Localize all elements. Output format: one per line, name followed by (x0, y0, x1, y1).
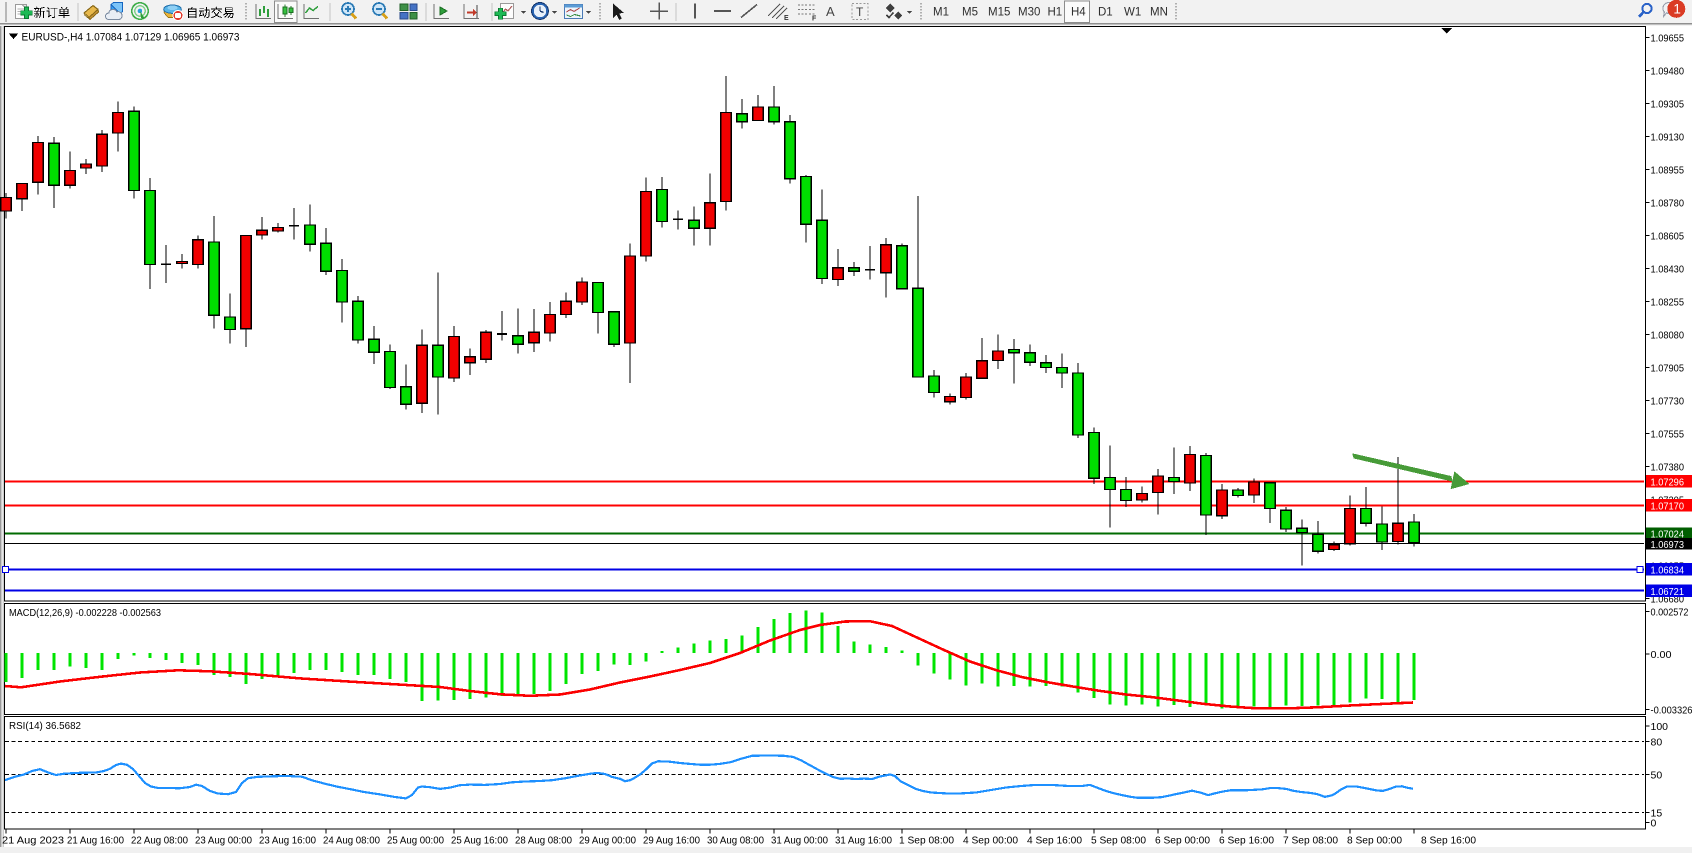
svg-text:1 Sep 08:00: 1 Sep 08:00 (899, 835, 954, 847)
svg-text:1.07730: 1.07730 (1651, 395, 1685, 407)
svg-text:1.09655: 1.09655 (1651, 32, 1685, 44)
svg-text:1.08255: 1.08255 (1651, 296, 1685, 308)
svg-text:EURUSD-,H4 1.07084 1.07129 1.: EURUSD-,H4 1.07084 1.07129 1.06965 1.069… (22, 31, 240, 43)
svg-text:1.07905: 1.07905 (1651, 362, 1685, 374)
svg-text:M15: M15 (988, 7, 1010, 19)
svg-text:4 Sep 00:00: 4 Sep 00:00 (963, 835, 1018, 847)
svg-text:M5: M5 (962, 7, 978, 19)
svg-text:25 Aug 00:00: 25 Aug 00:00 (387, 835, 444, 847)
svg-text:1.07024: 1.07024 (1651, 529, 1685, 541)
svg-text:25 Aug 16:00: 25 Aug 16:00 (451, 835, 508, 847)
svg-text:1.08430: 1.08430 (1651, 263, 1685, 275)
svg-text:1.08955: 1.08955 (1651, 164, 1685, 176)
svg-text:0.00: 0.00 (1651, 649, 1672, 661)
svg-text:H4: H4 (1071, 7, 1086, 19)
svg-text:D1: D1 (1098, 7, 1113, 19)
svg-text:8 Sep 00:00: 8 Sep 00:00 (1347, 835, 1402, 847)
svg-text:4 Sep 16:00: 4 Sep 16:00 (1027, 835, 1082, 847)
svg-text:28 Aug 08:00: 28 Aug 08:00 (515, 835, 572, 847)
svg-text:29 Aug 16:00: 29 Aug 16:00 (643, 835, 700, 847)
svg-text:1.08080: 1.08080 (1651, 329, 1685, 341)
svg-text:30 Aug 08:00: 30 Aug 08:00 (707, 835, 764, 847)
svg-text:F: F (812, 16, 817, 23)
svg-text:E: E (784, 15, 789, 22)
svg-text:31 Aug 16:00: 31 Aug 16:00 (835, 835, 892, 847)
svg-text:0.002572: 0.002572 (1651, 606, 1689, 618)
svg-text:-0.003326: -0.003326 (1651, 705, 1692, 717)
svg-text:22 Aug 08:00: 22 Aug 08:00 (131, 835, 188, 847)
svg-text:80: 80 (1651, 737, 1663, 749)
svg-text:0: 0 (1651, 818, 1657, 830)
svg-text:RSI(14) 36.5682: RSI(14) 36.5682 (9, 720, 81, 732)
svg-text:7 Sep 08:00: 7 Sep 08:00 (1283, 835, 1338, 847)
svg-text:31 Aug 00:00: 31 Aug 00:00 (771, 835, 828, 847)
svg-text:21 Aug 16:00: 21 Aug 16:00 (67, 835, 124, 847)
svg-text:1.07380: 1.07380 (1651, 461, 1685, 473)
svg-text:T: T (856, 5, 864, 19)
svg-text:1.09305: 1.09305 (1651, 98, 1685, 110)
svg-text:1: 1 (1673, 1, 1681, 16)
svg-text:1.08605: 1.08605 (1651, 230, 1685, 242)
svg-text:29 Aug 00:00: 29 Aug 00:00 (579, 835, 636, 847)
svg-text:100: 100 (1651, 721, 1669, 733)
svg-text:23 Aug 00:00: 23 Aug 00:00 (195, 835, 252, 847)
svg-text:W1: W1 (1124, 7, 1141, 19)
svg-text:M30: M30 (1018, 7, 1040, 19)
svg-text:1.07555: 1.07555 (1651, 428, 1685, 440)
svg-text:A: A (826, 4, 835, 19)
svg-text:50: 50 (1651, 769, 1663, 781)
svg-text:1.08780: 1.08780 (1651, 197, 1685, 209)
svg-text:1.06721: 1.06721 (1651, 586, 1685, 598)
svg-text:21 Aug 2023: 21 Aug 2023 (2, 835, 64, 847)
svg-text:1.06973: 1.06973 (1651, 539, 1685, 551)
svg-text:1.07296: 1.07296 (1651, 477, 1685, 489)
svg-text:15: 15 (1651, 808, 1663, 820)
svg-text:5 Sep 08:00: 5 Sep 08:00 (1091, 835, 1146, 847)
svg-text:1.07170: 1.07170 (1651, 501, 1685, 513)
svg-text:6 Sep 00:00: 6 Sep 00:00 (1155, 835, 1210, 847)
svg-text:8 Sep 16:00: 8 Sep 16:00 (1421, 835, 1476, 847)
svg-text:1.09480: 1.09480 (1651, 65, 1685, 77)
svg-text:24 Aug 08:00: 24 Aug 08:00 (323, 835, 380, 847)
svg-text:23 Aug 16:00: 23 Aug 16:00 (259, 835, 316, 847)
svg-text:1.09130: 1.09130 (1651, 131, 1685, 143)
svg-text:M1: M1 (933, 7, 949, 19)
svg-text:6 Sep 16:00: 6 Sep 16:00 (1219, 835, 1274, 847)
svg-text:1.06834: 1.06834 (1651, 565, 1685, 577)
svg-text:MN: MN (1150, 7, 1168, 19)
svg-text:H1: H1 (1048, 7, 1063, 19)
svg-text:MACD(12,26,9) -0.002228 -0.002: MACD(12,26,9) -0.002228 -0.002563 (9, 607, 161, 619)
